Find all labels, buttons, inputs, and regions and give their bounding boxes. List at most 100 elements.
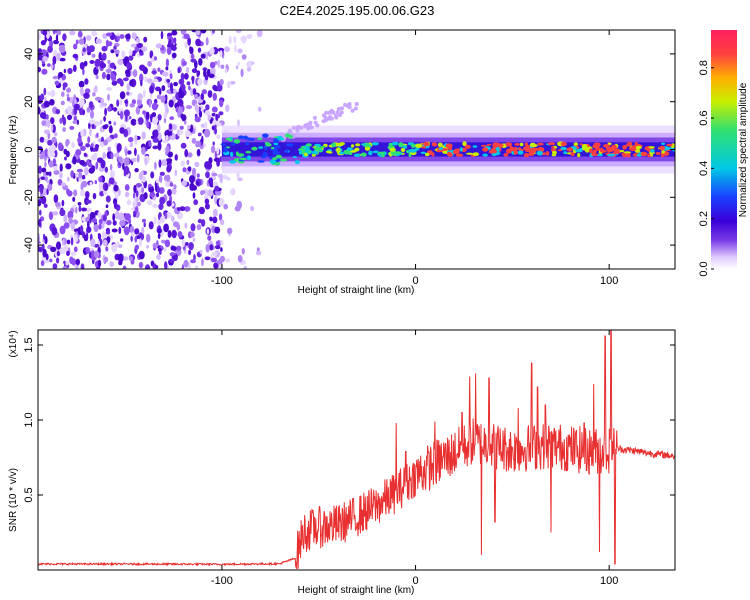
- noise-blob: [85, 207, 92, 213]
- noise-blob: [77, 30, 83, 38]
- band-blob: [472, 152, 480, 157]
- noise-blob: [122, 162, 125, 170]
- noise-blob: [134, 206, 139, 213]
- noise-blob: [154, 56, 157, 61]
- noise-blob: [176, 223, 180, 231]
- band-blob: [613, 151, 619, 155]
- band-blob: [279, 158, 288, 162]
- noise-blob: [246, 34, 253, 39]
- streak-blob: [336, 107, 341, 112]
- noise-blob: [103, 191, 108, 195]
- streak-blob: [295, 128, 300, 133]
- noise-blob: [78, 205, 82, 212]
- noise-blob: [51, 227, 58, 236]
- noise-blob: [214, 185, 220, 192]
- noise-blob: [225, 104, 230, 113]
- noise-blob: [123, 109, 130, 117]
- noise-blob: [237, 255, 243, 263]
- band-blob: [390, 151, 395, 155]
- noise-blob: [119, 219, 126, 227]
- band-blob: [394, 151, 402, 155]
- spectrogram-y-tick-label: 20: [23, 96, 35, 108]
- band-blob: [459, 147, 463, 152]
- band-blob: [292, 155, 297, 159]
- spectrogram-y-tick-label: -40: [23, 237, 35, 253]
- band-blob: [311, 150, 319, 155]
- noise-blob: [174, 169, 178, 177]
- noise-blob: [120, 238, 124, 242]
- noise-blob: [127, 150, 132, 155]
- noise-blob: [49, 144, 57, 153]
- noise-blob: [131, 231, 135, 238]
- colorbar: 0.0 0.2 0.4 0.6 0.8 Normalized spectral ampl…: [698, 30, 749, 277]
- noise-blob: [89, 181, 93, 186]
- noise-blob: [118, 188, 121, 196]
- noise-blob: [208, 177, 214, 186]
- noise-blob: [52, 55, 57, 65]
- noise-blob: [79, 159, 86, 166]
- noise-blob: [184, 206, 191, 212]
- colorbar-tick-label: 0.0: [698, 261, 710, 276]
- noise-blob: [199, 249, 203, 255]
- noise-blob: [56, 241, 61, 250]
- noise-blob: [139, 52, 144, 56]
- noise-blob: [118, 260, 123, 266]
- noise-blob: [62, 266, 68, 269]
- noise-blob: [187, 152, 193, 158]
- noise-blob: [72, 196, 76, 202]
- noise-blob: [169, 182, 174, 187]
- streak-blob: [324, 110, 329, 115]
- noise-blob: [151, 112, 157, 118]
- noise-blob: [43, 87, 47, 96]
- noise-blob: [143, 36, 148, 43]
- noise-blob: [95, 161, 99, 170]
- noise-blob: [98, 176, 103, 183]
- noise-blob: [94, 121, 101, 126]
- noise-blob: [157, 141, 162, 151]
- noise-blob: [38, 48, 43, 54]
- noise-blob: [165, 66, 169, 71]
- noise-blob: [152, 263, 157, 269]
- noise-blob: [119, 110, 124, 120]
- band-blob: [589, 148, 593, 154]
- noise-blob: [216, 147, 220, 155]
- band-blob: [503, 153, 509, 157]
- noise-blob: [211, 112, 216, 117]
- noise-blob: [128, 256, 134, 261]
- noise-blob: [173, 37, 177, 44]
- noise-blob: [72, 53, 79, 59]
- noise-blob: [96, 266, 101, 269]
- noise-blob: [109, 163, 113, 171]
- band-blob: [378, 154, 382, 157]
- noise-blob: [73, 246, 78, 253]
- noise-blob: [101, 45, 108, 52]
- band-blob: [355, 143, 361, 147]
- noise-blob: [86, 45, 91, 52]
- band-blob: [524, 142, 528, 146]
- noise-blob: [71, 258, 77, 266]
- noise-blob: [185, 242, 189, 246]
- noise-blob: [206, 228, 210, 235]
- noise-blob: [66, 96, 70, 102]
- noise-blob: [89, 127, 92, 136]
- noise-blob: [112, 107, 118, 112]
- noise-blob: [255, 250, 262, 256]
- noise-blob: [38, 106, 41, 115]
- noise-blob: [180, 160, 185, 167]
- noise-blob: [43, 259, 50, 264]
- noise-blob: [70, 251, 76, 256]
- noise-blob: [46, 188, 49, 195]
- noise-blob: [73, 43, 78, 50]
- noise-blob: [190, 232, 195, 238]
- noise-blob: [168, 38, 172, 48]
- noise-blob: [38, 32, 41, 41]
- noise-blob: [149, 92, 153, 98]
- streak-blob: [313, 120, 318, 125]
- band-blob: [239, 157, 247, 161]
- noise-blob: [67, 114, 72, 121]
- noise-blob: [195, 38, 202, 47]
- band-blob: [272, 150, 280, 156]
- noise-blob: [77, 136, 82, 144]
- noise-blob: [78, 38, 85, 45]
- noise-blob: [226, 176, 231, 181]
